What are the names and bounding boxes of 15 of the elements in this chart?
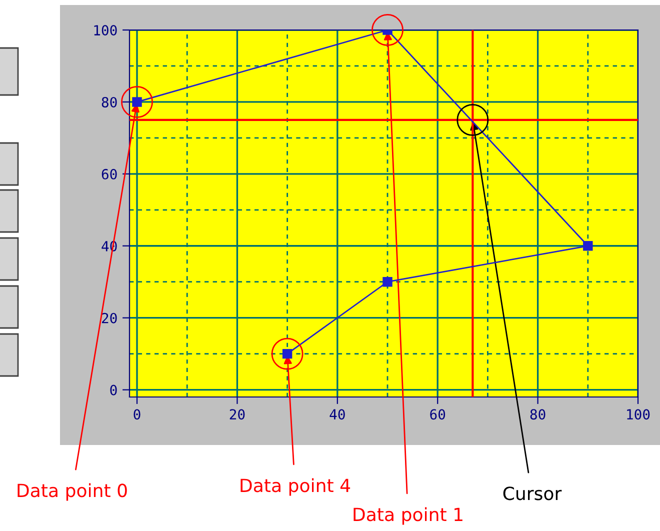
y-tick-label: 20	[102, 312, 117, 324]
annotation: Data point 1	[354, 507, 462, 525]
x-tick-label: 20	[230, 409, 245, 420]
x-tick-label: 40	[330, 409, 345, 420]
annotation: Data point 0	[18, 483, 127, 501]
annotation: Cursor	[503, 486, 562, 500]
x-tick-label: 0	[134, 409, 140, 420]
x-tick-label: 80	[530, 409, 546, 420]
x-tick-label: 100	[627, 409, 650, 420]
x-tick-label: 60	[430, 409, 446, 420]
annotation: Data point 4	[240, 478, 350, 496]
y-tick-label: 80	[102, 96, 117, 108]
y-tick-label: 0	[110, 384, 117, 396]
y-tick-label: 100	[94, 25, 117, 36]
y-tick-label: 60	[102, 168, 117, 180]
